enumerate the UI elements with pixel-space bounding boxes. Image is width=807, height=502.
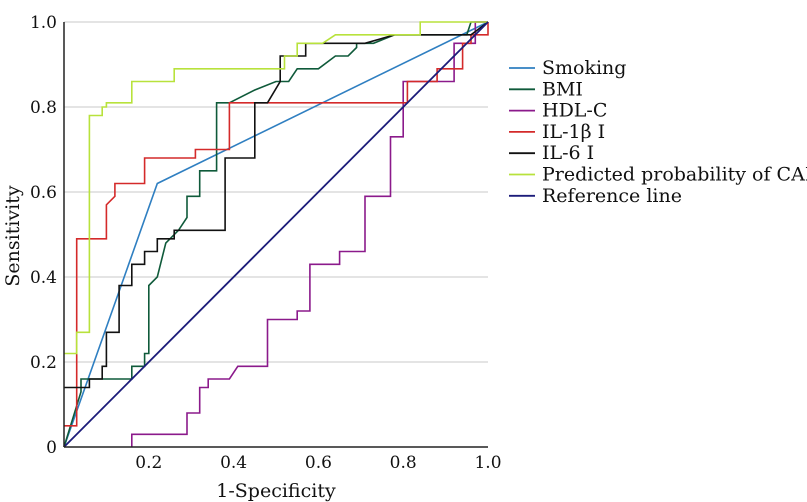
series-line-6 bbox=[63, 21, 489, 448]
x-tick-labels: 0.2 0.4 0.6 0.8 1.0 bbox=[135, 453, 501, 473]
x-tick-label-1: 0.4 bbox=[220, 453, 247, 473]
legend-label-1: BMI bbox=[542, 78, 583, 100]
legend-label-6: Reference line bbox=[542, 185, 682, 207]
x-tick-label-2: 0.6 bbox=[305, 453, 332, 473]
y-tick-label-4: 0.8 bbox=[30, 98, 57, 118]
series-line-4 bbox=[64, 21, 489, 389]
y-tick-label-2: 0.4 bbox=[30, 268, 57, 288]
x-tick-label-3: 0.8 bbox=[390, 453, 417, 473]
x-tick-label-4: 1.0 bbox=[474, 453, 501, 473]
legend-label-4: IL-6 I bbox=[542, 142, 594, 164]
legend-label-3: IL-1β I bbox=[542, 121, 605, 143]
series-line-5 bbox=[64, 21, 488, 355]
x-axis-label: 1-Specificity bbox=[216, 480, 336, 502]
x-tick-label-0: 0.2 bbox=[135, 453, 162, 473]
y-tick-label-5: 1.0 bbox=[30, 13, 57, 33]
axes bbox=[63, 22, 488, 448]
series-line-3 bbox=[64, 22, 489, 427]
y-tick-label-1: 0.2 bbox=[30, 353, 57, 373]
series-line-0 bbox=[63, 21, 489, 448]
y-tick-label-3: 0.6 bbox=[30, 183, 57, 203]
y-axis-label: Sensitivity bbox=[2, 185, 24, 286]
y-tick-label-0: 0 bbox=[46, 438, 57, 458]
legend-label-2: HDL-C bbox=[542, 100, 607, 122]
series-line-2 bbox=[131, 21, 488, 447]
legend-label-5: Predicted probability of CAD bbox=[542, 164, 807, 186]
legend-label-0: Smoking bbox=[542, 57, 626, 79]
series-lines bbox=[63, 21, 489, 448]
y-tick-labels: 0 0.2 0.4 0.6 0.8 1.0 bbox=[30, 13, 57, 458]
